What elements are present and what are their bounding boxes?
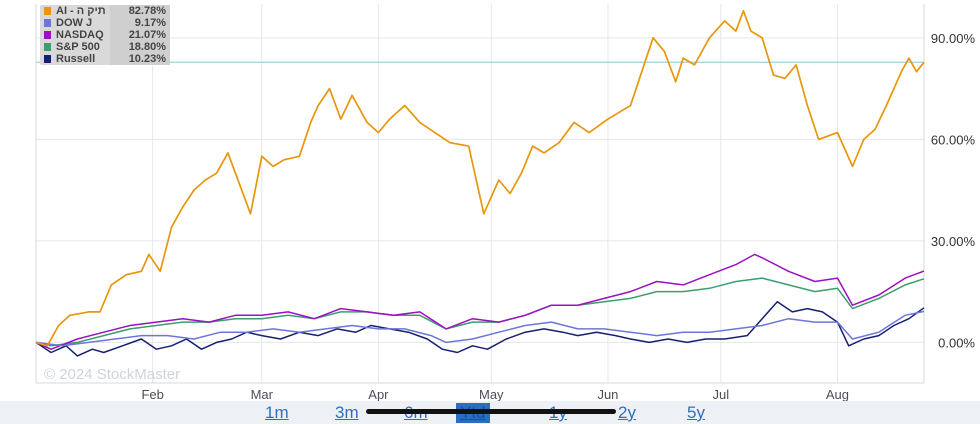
legend-item[interactable]: NASDAQ 21.07% xyxy=(40,29,170,41)
legend-series-value: 18.80% xyxy=(110,41,170,53)
series-line-russell xyxy=(35,301,925,357)
series-line-dow xyxy=(35,310,925,347)
legend-series-value: 82.78% xyxy=(110,5,170,17)
legend-item[interactable]: DOW J 9.17% xyxy=(40,17,170,29)
x-tick-label: Aug xyxy=(826,387,849,402)
legend-series-value: 10.23% xyxy=(110,53,170,65)
legend-item[interactable]: Russell 10.23% xyxy=(40,53,170,65)
y-tick-label: 90.00% xyxy=(931,31,976,46)
series-line-ai xyxy=(35,9,925,347)
legend-item[interactable]: S&P 500 18.80% xyxy=(40,41,170,53)
legend-swatch xyxy=(44,19,51,27)
legend-series-name: Russell xyxy=(56,53,96,65)
y-tick-label: 30.00% xyxy=(931,234,976,249)
range-button-5y[interactable]: 5y xyxy=(687,403,705,422)
x-tick-label: Feb xyxy=(141,387,163,402)
legend-swatch xyxy=(44,55,51,63)
legend-swatch xyxy=(44,7,51,15)
legend-series-name: S&P 500 xyxy=(56,41,100,53)
x-tick-label: Jun xyxy=(597,387,618,402)
legend-series-value: 21.07% xyxy=(110,29,170,41)
x-tick-label: Jul xyxy=(713,387,730,402)
series-line-nasdaq xyxy=(35,253,925,350)
y-tick-label: 0.00% xyxy=(938,335,975,350)
x-tick-label: May xyxy=(479,387,504,402)
range-scrubber-handle[interactable] xyxy=(366,409,616,414)
range-button-2y[interactable]: 2y xyxy=(618,403,636,422)
range-button-1m[interactable]: 1m xyxy=(265,403,289,422)
legend-series-name: AI - תיק ה xyxy=(56,5,106,17)
x-tick-label: Mar xyxy=(251,387,274,402)
legend-swatch xyxy=(44,43,51,51)
legend-series-value: 9.17% xyxy=(110,17,170,29)
x-tick-label: Apr xyxy=(368,387,389,402)
legend-series-name: DOW J xyxy=(56,17,93,29)
range-button-3m[interactable]: 3m xyxy=(335,403,359,422)
series-line-sp500 xyxy=(35,277,925,347)
watermark: © 2024 StockMaster xyxy=(44,366,181,383)
legend-item[interactable]: AI - תיק ה 82.78% xyxy=(40,5,170,17)
legend: AI - תיק ה 82.78% DOW J 9.17% NASDAQ 21.… xyxy=(40,5,170,65)
legend-series-name: NASDAQ xyxy=(56,29,104,41)
y-tick-label: 60.00% xyxy=(931,132,976,147)
legend-swatch xyxy=(44,31,51,39)
